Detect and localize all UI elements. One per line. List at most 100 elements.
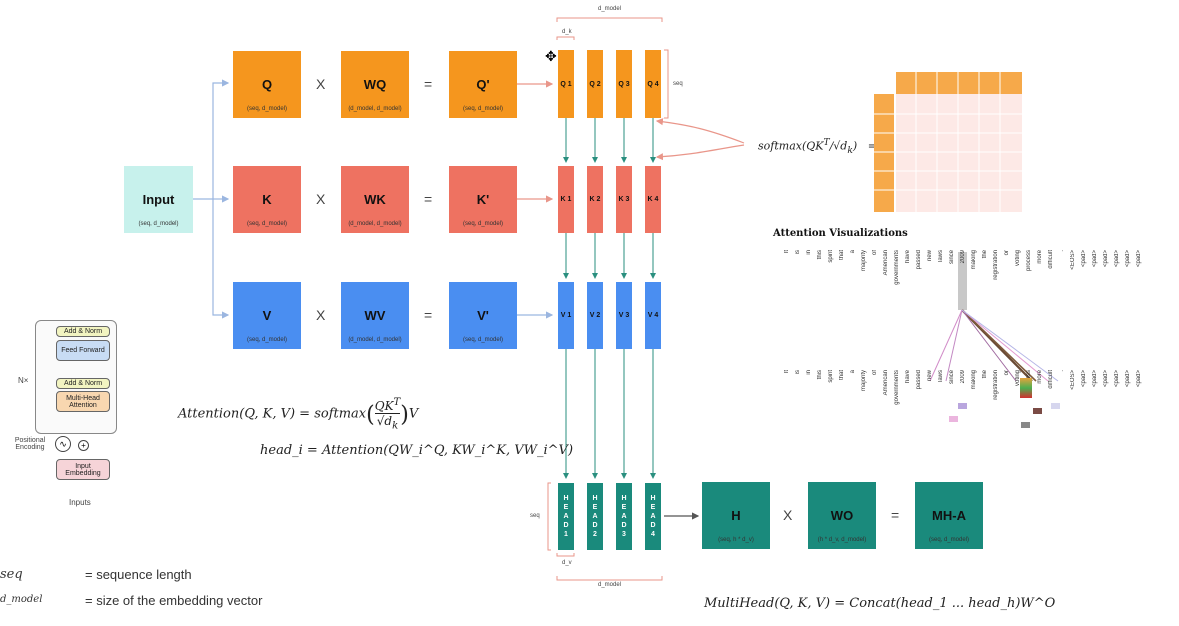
k-strip-3-label: K 3 xyxy=(618,196,630,203)
q-label: Q xyxy=(261,77,273,92)
add-circle-icon: + xyxy=(78,440,89,451)
attention-viz-bottom-words: It is in this spirit that a majority of American g… xyxy=(784,370,1164,405)
attention-viz-dots xyxy=(925,400,1065,435)
attention-word-bottom: 2009 xyxy=(960,370,966,384)
v-strip-4-label: V 4 xyxy=(647,312,659,319)
attention-word-bottom: <pad> xyxy=(1125,370,1131,388)
q-strip-3-label: Q 3 xyxy=(618,80,630,88)
h-shape: (seq, h * d_v) xyxy=(718,537,754,543)
attention-word-top: laws xyxy=(938,250,944,263)
attention-word-top: new xyxy=(927,250,933,262)
mha-shape: (seq, d_model) xyxy=(928,537,970,543)
k-prime-matrix: K' (seq, d_model) xyxy=(449,166,517,233)
head-strip-2-label: HEAD2 xyxy=(592,495,598,538)
attention-word-top: making xyxy=(971,250,977,270)
attention-word-bottom: American xyxy=(883,370,889,396)
q-strip-2-label: Q 2 xyxy=(589,80,601,88)
attention-word-top: in xyxy=(806,250,812,255)
mha-block: Multi-Head Attention xyxy=(56,391,110,412)
v-shape: (seq, d_model) xyxy=(246,337,288,343)
k-shape: (seq, d_model) xyxy=(246,221,288,227)
wv-shape: (d_model, d_model) xyxy=(348,337,402,343)
attention-word-bottom: have xyxy=(905,370,911,384)
mha-label: MH-A xyxy=(932,508,966,523)
input-box: Input (seq, d_model) xyxy=(124,166,193,233)
head-strip-4-label: HEAD4 xyxy=(650,495,656,538)
k-label: K xyxy=(262,192,272,207)
inputs-label: Inputs xyxy=(69,498,91,507)
q-times: X xyxy=(316,76,326,92)
v-prime-matrix: V' (seq, d_model) xyxy=(449,282,517,349)
attention-viz-lines xyxy=(929,309,1059,382)
attention-viz-highlight xyxy=(958,252,967,310)
attention-word-top: governments xyxy=(894,250,900,285)
attention-word-top: registration xyxy=(993,250,999,280)
mha-block-label: Multi-Head Attention xyxy=(66,394,100,409)
legend-dmodel-def: = size of the embedding vector xyxy=(85,593,263,608)
v-times: X xyxy=(316,307,326,323)
v-label: V xyxy=(262,308,272,323)
legend-seq-symbol: seq xyxy=(0,567,23,582)
q-equals: = xyxy=(424,76,433,92)
q-matrix: Q (seq, d_model) xyxy=(233,51,301,118)
q-prime-matrix: Q' (seq, d_model) xyxy=(449,51,517,118)
wk-shape: (d_model, d_model) xyxy=(348,221,402,227)
k-strip-2: K 2 xyxy=(587,166,603,233)
softmax-formula: softmax(QKT/√dk) = xyxy=(758,137,877,156)
softmax-word: softmax xyxy=(758,139,802,153)
attention-word-bottom: difficult xyxy=(1048,370,1054,389)
attention-word-top: voting xyxy=(1015,250,1021,267)
k-strip-1: K 1 xyxy=(558,166,574,233)
q-shape: (seq, d_model) xyxy=(246,106,288,112)
add-norm-bottom-label: Add & Norm xyxy=(63,380,103,387)
v-strip-2-label: V 2 xyxy=(589,312,601,319)
attention-word-bottom: <EOS> xyxy=(1070,370,1076,390)
legend-seq-def: = sequence length xyxy=(85,567,192,582)
attention-word-bottom: that xyxy=(839,370,845,381)
attention-word-bottom: governments xyxy=(894,370,900,405)
q-strip-4: Q 4 xyxy=(645,50,661,118)
head-formula: head_i = Attention(QW_i^Q, KW_i^K, VW_i^… xyxy=(260,443,574,458)
attention-word-top: that xyxy=(839,250,845,261)
attention-word-top: <EOS> xyxy=(1070,250,1076,270)
attention-word-top: <pad> xyxy=(1136,250,1142,268)
attention-word-top: spirit xyxy=(828,250,834,263)
wq-matrix: WQ (d_model, d_model) xyxy=(341,51,409,118)
attention-word-top: 2009 xyxy=(960,250,966,264)
wo-matrix: WO (h * d_v, d_model) xyxy=(808,482,876,549)
wv-matrix: WV (d_model, d_model) xyxy=(341,282,409,349)
dmodel-bottom-label: d_model xyxy=(598,582,622,588)
v-matrix: V (seq, d_model) xyxy=(233,282,301,349)
attention-word-top: difficult xyxy=(1048,250,1054,269)
attention-word-top: <pad> xyxy=(1092,250,1098,268)
legend-dmodel-symbol: d_model xyxy=(0,594,43,605)
attention-word-bottom: since xyxy=(949,370,955,385)
v-strip-1-label: V 1 xyxy=(560,312,572,319)
attention-viz-top-words: It is in this spirit that a majority of American g… xyxy=(784,250,1164,312)
input-embedding: Input Embedding xyxy=(56,459,110,480)
dk-top-label: d_k xyxy=(562,29,572,35)
transformer-block xyxy=(35,320,117,434)
k-strip-1-label: K 1 xyxy=(560,196,572,203)
v-prime-label: V' xyxy=(477,308,489,323)
v-strip-2: V 2 xyxy=(587,282,603,349)
attention-word-bottom: spirit xyxy=(828,370,834,383)
v-strip-1: V 1 xyxy=(558,282,574,349)
dv-bottom-label: d_v xyxy=(562,560,572,566)
q-prime-label: Q' xyxy=(476,77,490,92)
attention-word-bottom: <pad> xyxy=(1103,370,1109,388)
attention-word-bottom: more xyxy=(1037,370,1043,384)
positional-encoding-icon: ∿ xyxy=(55,436,71,452)
attention-word-bottom: . xyxy=(1059,370,1065,372)
attention-word-top: since xyxy=(949,250,955,265)
viz-dot xyxy=(1033,408,1042,414)
positional-label: Positional Encoding xyxy=(14,437,46,451)
dmodel-top-label: d_model xyxy=(598,6,622,12)
feed-forward: Feed Forward xyxy=(56,340,110,361)
feed-forward-label: Feed Forward xyxy=(61,347,105,354)
k-prime-label: K' xyxy=(476,192,490,207)
k-prime-shape: (seq, d_model) xyxy=(462,221,504,227)
attention-viz-title: Attention Visualizations xyxy=(773,228,908,239)
attention-word-top: a xyxy=(850,250,856,254)
k-equals: = xyxy=(424,191,433,207)
